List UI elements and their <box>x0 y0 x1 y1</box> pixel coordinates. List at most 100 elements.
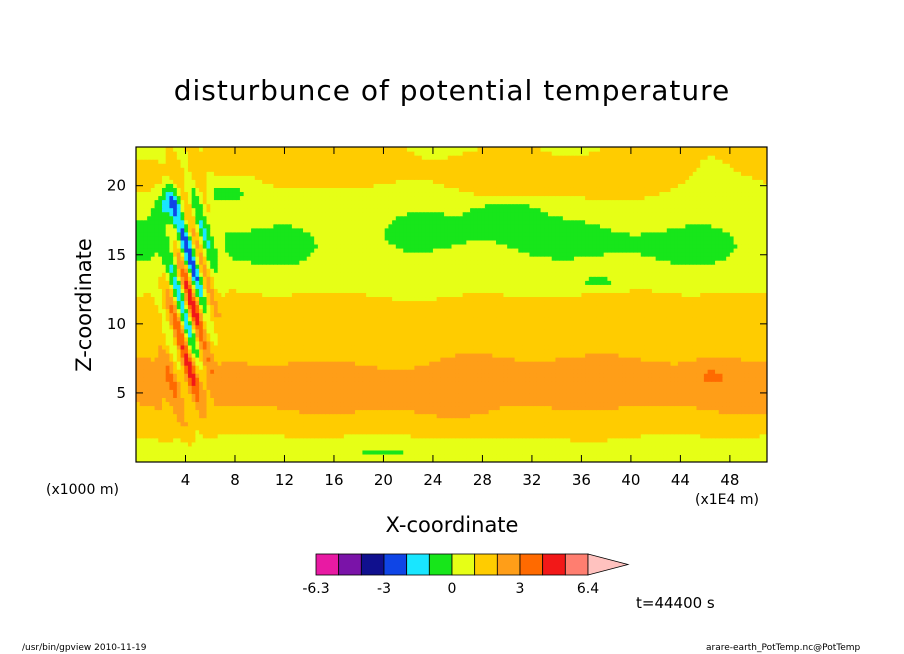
field-cell <box>436 441 441 447</box>
field-cell <box>670 405 675 411</box>
field-cell <box>176 437 182 443</box>
field-cell <box>559 352 564 358</box>
field-cell <box>659 385 664 390</box>
field-cell <box>741 344 746 350</box>
field-cell <box>273 457 278 462</box>
field-cell <box>674 453 679 459</box>
field-cell <box>492 433 497 439</box>
field-cell <box>522 389 527 394</box>
field-cell <box>603 357 608 362</box>
field-cell <box>306 348 312 354</box>
field-cell <box>180 393 185 398</box>
field-cell <box>410 449 415 455</box>
field-cell <box>195 344 200 350</box>
field-cell <box>277 405 282 411</box>
field-cell <box>358 417 364 423</box>
field-cell <box>161 453 167 459</box>
field-cell <box>510 417 516 423</box>
field-cell <box>577 373 583 378</box>
field-cell <box>336 344 341 350</box>
field-cell <box>596 397 601 403</box>
field-cell <box>707 373 712 378</box>
field-cell <box>403 449 408 455</box>
field-cell <box>366 401 371 407</box>
field-cell <box>288 457 293 462</box>
field-cell <box>173 369 178 374</box>
field-cell <box>258 377 263 382</box>
field-cell <box>432 397 438 403</box>
field-cell <box>277 389 282 394</box>
field-cell <box>384 405 389 411</box>
field-cell <box>277 365 282 370</box>
field-cell <box>681 385 686 390</box>
field-cell <box>503 352 508 358</box>
field-cell <box>206 417 211 423</box>
field-cell <box>499 369 505 374</box>
field-cell <box>711 369 716 374</box>
field-cell <box>399 373 404 378</box>
field-cell <box>195 453 200 459</box>
field-cell <box>332 437 338 443</box>
field-cell <box>510 365 516 370</box>
field-cell <box>410 365 415 370</box>
field-cell <box>529 437 534 443</box>
field-cell <box>562 449 568 455</box>
field-cell <box>354 377 360 382</box>
field-cell <box>421 348 427 354</box>
field-cell <box>280 389 286 394</box>
field-cell <box>406 433 412 439</box>
field-cell <box>551 449 557 455</box>
field-cell <box>651 441 657 447</box>
field-cell <box>566 441 571 447</box>
field-cell <box>522 381 527 386</box>
field-cell <box>462 401 467 407</box>
field-cell <box>622 417 627 423</box>
field-cell <box>173 409 178 415</box>
field-cell <box>566 389 571 394</box>
field-cell <box>581 393 586 398</box>
field-cell <box>729 344 735 350</box>
field-cell <box>161 361 167 366</box>
field-cell <box>217 405 222 411</box>
field-cell <box>707 433 712 439</box>
field-cell <box>618 441 623 447</box>
field-cell <box>165 361 170 366</box>
field-cell <box>154 457 159 462</box>
field-cell <box>436 381 441 386</box>
field-cell <box>265 361 271 366</box>
field-cell <box>633 437 638 443</box>
field-cell <box>451 437 456 443</box>
field-cell <box>247 357 252 362</box>
field-cell <box>306 389 312 394</box>
field-cell <box>139 393 145 398</box>
field-cell <box>377 441 382 447</box>
field-cell <box>321 453 326 459</box>
field-cell <box>403 409 408 415</box>
field-cell <box>559 397 564 403</box>
field-cell <box>269 401 274 407</box>
field-cell <box>332 389 338 394</box>
field-cell <box>473 409 479 415</box>
field-cell <box>499 373 505 378</box>
field-cell <box>655 457 660 462</box>
field-cell <box>733 449 738 455</box>
field-cell <box>729 453 735 459</box>
field-cell <box>607 393 612 398</box>
field-cell <box>295 417 300 423</box>
field-cell <box>399 389 404 394</box>
field-cell <box>388 421 393 427</box>
field-cell <box>176 429 182 435</box>
field-cell <box>611 365 616 370</box>
field-cell <box>592 401 597 407</box>
field-cell <box>202 433 208 439</box>
field-cell <box>692 441 698 447</box>
field-cell <box>644 457 649 462</box>
field-cell <box>139 389 145 394</box>
field-cell <box>317 425 323 431</box>
field-cell <box>451 401 456 407</box>
field-cell <box>213 393 219 398</box>
field-cell <box>707 437 712 443</box>
field-cell <box>763 417 767 423</box>
field-cell <box>655 361 660 366</box>
field-cell <box>221 340 226 346</box>
